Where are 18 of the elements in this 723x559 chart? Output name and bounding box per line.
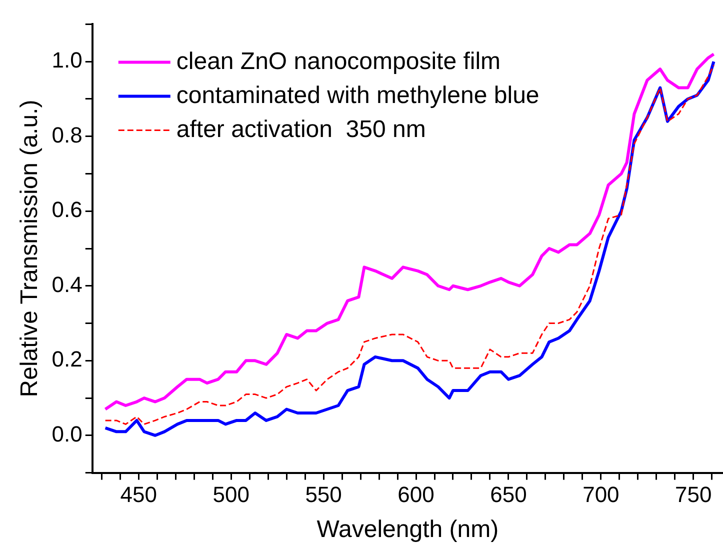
x-tick-label: 700 bbox=[582, 482, 620, 508]
x-tick-label: 550 bbox=[305, 482, 342, 508]
legend-label: contaminated with methylene blue bbox=[176, 82, 540, 109]
y-tick-label: 0.0 bbox=[52, 421, 82, 446]
x-tick-label: 750 bbox=[675, 482, 712, 508]
x-tick-label: 650 bbox=[490, 482, 527, 508]
legend-label: after activation 350 nm bbox=[176, 116, 426, 143]
y-tick-label: 0.8 bbox=[52, 122, 82, 148]
y-tick-label: 1.0 bbox=[52, 48, 82, 73]
x-axis-title: Wavelength (nm) bbox=[316, 516, 499, 544]
y-tick-label: 0.6 bbox=[52, 197, 82, 222]
y-tick-label: 0.2 bbox=[52, 346, 82, 372]
legend-label: clean ZnO nanocomposite film bbox=[176, 48, 501, 75]
y-tick-label: 0.4 bbox=[52, 272, 82, 297]
y-axis-title: Relative Transmission (a.u.) bbox=[16, 100, 44, 398]
x-tick-label: 450 bbox=[120, 482, 157, 508]
x-tick-label: 600 bbox=[398, 482, 434, 508]
x-tick-label: 500 bbox=[212, 482, 250, 508]
